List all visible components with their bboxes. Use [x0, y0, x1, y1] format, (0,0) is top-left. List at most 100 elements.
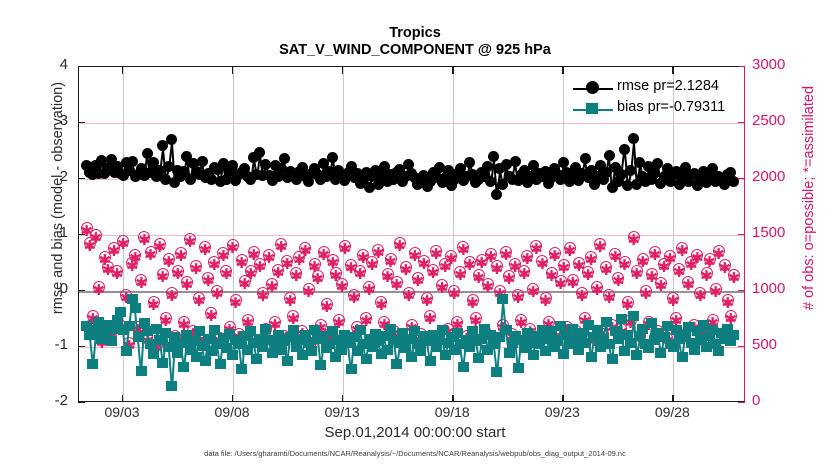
gridline-vertical: [673, 67, 675, 401]
y-axis-left-title: rmse and bias (model - observation): [50, 81, 66, 315]
obs-assimilated-marker: ✱: [329, 268, 343, 286]
obs-possible-marker: [654, 277, 667, 290]
obs-possible-marker: [229, 293, 242, 306]
obs-possible-marker: [527, 282, 540, 295]
obs-possible-marker: [712, 244, 725, 257]
obs-possible-marker: [475, 253, 488, 266]
obs-assimilated-marker: ✱: [694, 288, 707, 306]
x-axis-tick-top: [342, 67, 344, 74]
obs-possible-marker: [399, 261, 412, 274]
x-axis-tick-label: 09/28: [654, 404, 690, 420]
obs-assimilated-marker: ✱: [308, 259, 321, 277]
obs-possible-marker: [694, 287, 707, 300]
obs-assimilated-marker: ✱: [423, 310, 437, 328]
obs-possible-marker: [302, 282, 315, 295]
obs-assimilated-marker: ✱: [472, 270, 485, 288]
obs-possible-marker: [503, 270, 516, 283]
obs-possible-marker: [159, 311, 172, 324]
obs-assimilated-marker: ✱: [475, 254, 488, 272]
obs-possible-marker: [220, 264, 233, 277]
y-axis-left-tick-label: 0: [59, 280, 68, 297]
obs-possible-marker: [591, 280, 604, 293]
series-line-segment: [277, 168, 282, 178]
obs-possible-marker: [618, 255, 631, 268]
obs-possible-marker: [138, 231, 151, 244]
obs-possible-marker: [281, 254, 294, 267]
obs-assimilated-marker: ✱: [180, 277, 194, 295]
obs-possible-marker: [129, 249, 142, 262]
obs-possible-marker: [424, 309, 437, 322]
obs-possible-marker: [235, 253, 248, 266]
obs-assimilated-marker: ✱: [590, 281, 604, 299]
obs-assimilated-marker: ✱: [153, 238, 166, 256]
obs-assimilated-marker: ✱: [287, 310, 300, 328]
obs-possible-marker: [621, 296, 634, 309]
obs-possible-marker: [266, 278, 279, 291]
y-axis-right-tick: [738, 346, 745, 348]
obs-assimilated-marker: ✱: [256, 288, 270, 306]
obs-assimilated-marker: ✱: [630, 265, 643, 283]
obs-possible-marker: [253, 258, 266, 271]
obs-possible-marker: [676, 242, 689, 255]
obs-assimilated-marker: ✱: [566, 274, 580, 292]
obs-assimilated-marker: ✱: [493, 285, 507, 303]
obs-possible-marker: [727, 269, 740, 282]
obs-assimilated-marker: ✱: [359, 312, 373, 330]
obs-possible-marker: [372, 243, 385, 256]
y-axis-left-tick-label: -2: [54, 392, 68, 409]
obs-assimilated-marker: ✱: [177, 317, 191, 335]
obs-assimilated-marker: ✱: [220, 265, 233, 283]
obs-assimilated-marker: ✱: [484, 249, 498, 267]
obs-possible-marker: [645, 268, 658, 281]
obs-assimilated-marker: ✱: [98, 252, 112, 270]
obs-assimilated-marker: ✱: [636, 253, 650, 271]
obs-assimilated-marker: ✱: [420, 292, 434, 310]
x-axis-tick-label: 09/08: [214, 404, 250, 420]
obs-possible-marker: [436, 279, 449, 292]
obs-possible-marker: [180, 276, 193, 289]
obs-possible-marker: [335, 278, 348, 291]
obs-possible-marker: [390, 276, 403, 289]
legend-swatch-bias: [573, 103, 613, 114]
obs-possible-marker: [603, 289, 616, 302]
obs-possible-marker: [594, 237, 607, 250]
obs-possible-marker: [691, 249, 704, 262]
obs-assimilated-marker: ✱: [530, 241, 543, 259]
obs-assimilated-marker: ✱: [438, 259, 452, 277]
obs-assimilated-marker: ✱: [666, 292, 680, 310]
obs-assimilated-marker: ✱: [147, 297, 160, 315]
obs-possible-marker: [575, 287, 588, 300]
obs-possible-marker: [557, 259, 570, 272]
obs-possible-marker: [320, 298, 333, 311]
x-axis-tick-top: [672, 67, 674, 74]
obs-possible-marker: [184, 233, 196, 246]
x-axis-tick-top: [452, 67, 454, 74]
obs-possible-marker: [83, 236, 96, 249]
y-axis-left-tick: [78, 402, 85, 404]
obs-assimilated-marker: ✱: [712, 245, 725, 263]
obs-possible-marker: [566, 273, 579, 286]
obs-possible-marker: [421, 291, 433, 304]
obs-assimilated-marker: ✱: [204, 308, 218, 326]
obs-assimilated-marker: ✱: [457, 242, 470, 260]
obs-assimilated-marker: ✱: [244, 265, 258, 283]
obs-assimilated-marker: ✱: [253, 259, 267, 277]
obs-assimilated-marker: ✱: [366, 256, 379, 274]
obs-possible-marker: [329, 267, 342, 280]
obs-assimilated-marker: ✱: [639, 285, 653, 303]
obs-possible-marker: [548, 246, 561, 259]
obs-possible-marker: [326, 253, 339, 266]
y-axis-left-tick-label: 4: [59, 56, 68, 73]
obs-possible-marker: [363, 280, 376, 293]
obs-assimilated-marker: ✱: [703, 253, 716, 271]
obs-possible-marker: [378, 316, 391, 329]
obs-possible-marker: [275, 237, 288, 250]
obs-possible-marker: [718, 259, 731, 272]
obs-assimilated-marker: ✱: [384, 253, 397, 271]
series-line-segment: [578, 174, 583, 182]
obs-assimilated-marker: ✱: [499, 246, 513, 264]
obs-assimilated-marker: ✱: [408, 247, 422, 265]
obs-possible-marker: [238, 274, 251, 287]
obs-possible-marker: [366, 255, 379, 268]
obs-assimilated-marker: ✱: [593, 238, 607, 256]
